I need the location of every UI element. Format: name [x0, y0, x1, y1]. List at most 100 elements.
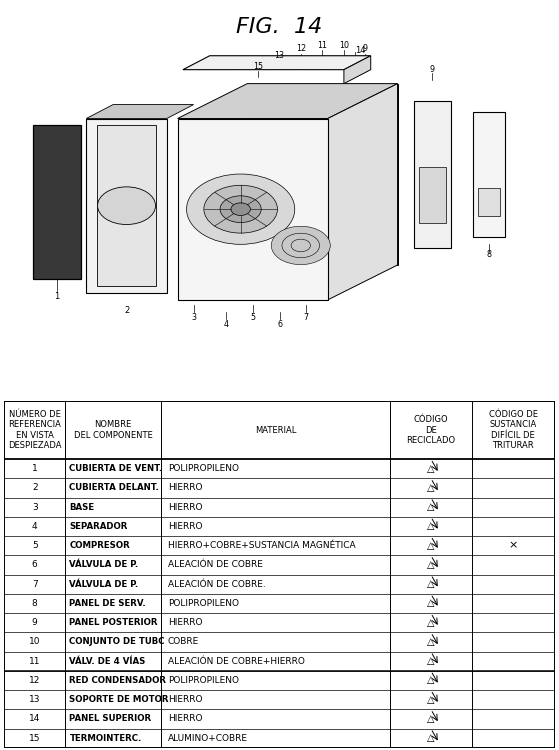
Text: △: △	[427, 656, 434, 666]
Circle shape	[220, 196, 261, 223]
Text: 3: 3	[191, 313, 196, 322]
Text: 7: 7	[32, 580, 37, 589]
Text: POLIPROPILENO: POLIPROPILENO	[168, 464, 239, 473]
Text: △: △	[427, 483, 434, 493]
Text: 15: 15	[253, 62, 263, 70]
Text: COBRE: COBRE	[168, 638, 199, 646]
Text: CONJUNTO DE TUBC: CONJUNTO DE TUBC	[69, 638, 165, 646]
Circle shape	[282, 233, 320, 258]
Text: CÓDIGO DE
SUSTANCIA
DIFÍCIL DE
TRITURAR: CÓDIGO DE SUSTANCIA DIFÍCIL DE TRITURAR	[489, 410, 538, 450]
Text: MATERIAL: MATERIAL	[255, 426, 296, 435]
Text: HIERRO+COBRE+SUSTANCIA MAGNÉTICA: HIERRO+COBRE+SUSTANCIA MAGNÉTICA	[168, 542, 356, 550]
Text: 9: 9	[430, 65, 435, 74]
Text: 2: 2	[32, 484, 37, 493]
Text: 10: 10	[29, 638, 40, 646]
Text: △: △	[427, 503, 434, 512]
Text: ALEACIÓN DE COBRE: ALEACIÓN DE COBRE	[168, 560, 263, 569]
Text: VÁLVULA DE P.: VÁLVULA DE P.	[69, 580, 139, 589]
Text: HIERRO: HIERRO	[168, 714, 202, 723]
Text: 12: 12	[296, 44, 306, 53]
Text: 3: 3	[32, 503, 37, 512]
Polygon shape	[247, 84, 397, 265]
Text: 14: 14	[29, 714, 40, 723]
Text: CÓDIGO
DE
RECICLADO: CÓDIGO DE RECICLADO	[406, 416, 456, 445]
Text: 1: 1	[54, 292, 59, 301]
Text: HIERRO: HIERRO	[168, 618, 202, 627]
Text: 11: 11	[318, 40, 328, 50]
Polygon shape	[473, 112, 505, 237]
Text: 1: 1	[32, 464, 37, 473]
Text: 12: 12	[29, 676, 40, 685]
Text: PANEL SUPERIOR: PANEL SUPERIOR	[69, 714, 151, 723]
Text: 13: 13	[274, 51, 285, 60]
Text: CUBIERTA DE VENT.: CUBIERTA DE VENT.	[69, 464, 163, 473]
Text: POLIPROPILENO: POLIPROPILENO	[168, 598, 239, 608]
Text: ALEACIÓN DE COBRE+HIERRO: ALEACIÓN DE COBRE+HIERRO	[168, 657, 305, 666]
Text: 14: 14	[355, 46, 365, 55]
Text: HIERRO: HIERRO	[168, 503, 202, 512]
Circle shape	[271, 226, 330, 265]
Circle shape	[204, 185, 277, 233]
Text: SOPORTE DE MOTOR: SOPORTE DE MOTOR	[69, 695, 169, 704]
Circle shape	[98, 187, 155, 224]
Text: △: △	[427, 541, 434, 550]
Text: FIG.  14: FIG. 14	[236, 16, 323, 37]
Text: 5: 5	[250, 313, 255, 322]
Polygon shape	[86, 118, 167, 293]
Text: 10: 10	[339, 40, 349, 50]
Text: RED CONDENSADOR: RED CONDENSADOR	[69, 676, 167, 685]
Text: NÚMERO DE
REFERENCIA
EN VISTA
DESPIEZADA: NÚMERO DE REFERENCIA EN VISTA DESPIEZADA	[8, 410, 61, 450]
Text: 4: 4	[224, 320, 228, 328]
Text: TERMOINTERC.: TERMOINTERC.	[69, 734, 142, 742]
Text: ALUMINO+COBRE: ALUMINO+COBRE	[168, 734, 248, 742]
Text: CUBIERTA DELANT.: CUBIERTA DELANT.	[69, 484, 159, 493]
Text: △: △	[427, 618, 434, 628]
Polygon shape	[32, 125, 81, 279]
Polygon shape	[178, 84, 397, 118]
Text: POLIPROPILENO: POLIPROPILENO	[168, 676, 239, 685]
Polygon shape	[328, 84, 397, 300]
Text: 11: 11	[29, 657, 40, 666]
Text: 9: 9	[363, 44, 368, 53]
Text: ×: ×	[509, 541, 518, 550]
Text: 7: 7	[304, 313, 309, 322]
Text: △: △	[427, 637, 434, 646]
Text: 9: 9	[32, 618, 37, 627]
Text: HIERRO: HIERRO	[168, 695, 202, 704]
Text: VÁLV. DE 4 VÍAS: VÁLV. DE 4 VÍAS	[69, 657, 146, 666]
Text: 6: 6	[277, 320, 282, 328]
Text: 13: 13	[29, 695, 40, 704]
Text: HIERRO: HIERRO	[168, 522, 202, 531]
Polygon shape	[419, 167, 446, 224]
Polygon shape	[344, 56, 371, 84]
Text: 6: 6	[32, 560, 37, 569]
Text: △: △	[427, 579, 434, 590]
Polygon shape	[86, 104, 193, 118]
Text: PANEL DE SERV.: PANEL DE SERV.	[69, 598, 146, 608]
Text: △: △	[427, 521, 434, 531]
Circle shape	[231, 202, 250, 215]
Text: 8: 8	[486, 250, 491, 259]
Text: ALEACIÓN DE COBRE.: ALEACIÓN DE COBRE.	[168, 580, 266, 589]
Polygon shape	[183, 56, 371, 70]
Text: NOMBRE
DEL COMPONENTE: NOMBRE DEL COMPONENTE	[74, 421, 153, 440]
Circle shape	[291, 239, 310, 252]
Text: COMPRESOR: COMPRESOR	[69, 542, 130, 550]
Text: △: △	[427, 733, 434, 743]
Text: 15: 15	[29, 734, 40, 742]
Text: △: △	[427, 598, 434, 608]
Text: △: △	[427, 675, 434, 686]
Text: HIERRO: HIERRO	[168, 484, 202, 493]
Text: △: △	[427, 694, 434, 705]
Text: 2: 2	[124, 306, 129, 315]
Text: △: △	[427, 560, 434, 570]
Polygon shape	[478, 188, 500, 216]
Text: 5: 5	[32, 542, 37, 550]
Text: BASE: BASE	[69, 503, 94, 512]
Text: △: △	[427, 714, 434, 724]
Circle shape	[187, 174, 295, 244]
Text: PANEL POSTERIOR: PANEL POSTERIOR	[69, 618, 158, 627]
Polygon shape	[178, 118, 328, 300]
Text: VÁLVULA DE P.: VÁLVULA DE P.	[69, 560, 139, 569]
Polygon shape	[97, 125, 156, 286]
